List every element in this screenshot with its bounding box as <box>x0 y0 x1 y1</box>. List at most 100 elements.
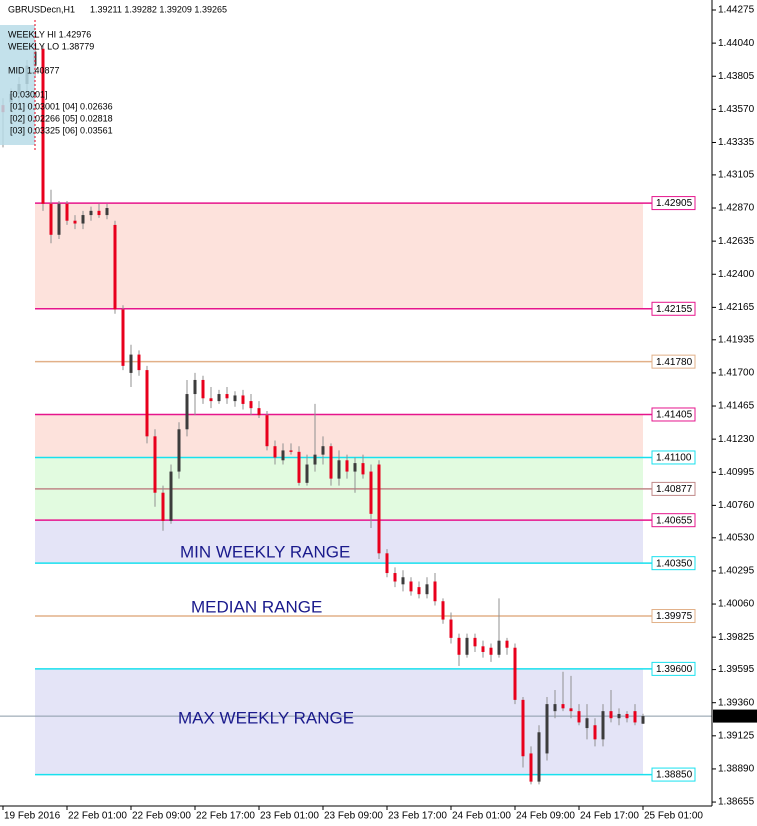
y-tick-label: 1.40995 <box>718 467 755 478</box>
x-tick-label: 24 Feb 09:00 <box>516 811 575 822</box>
candle-body <box>57 203 61 235</box>
candle-body <box>393 573 397 582</box>
candle-body <box>585 718 589 729</box>
level-label: 1.41100 <box>656 453 692 464</box>
candle-body <box>65 203 69 221</box>
y-tick-label: 1.41700 <box>718 368 755 379</box>
current-price-box <box>713 709 757 723</box>
level-box <box>651 407 696 422</box>
candle-body <box>185 394 189 430</box>
candle-body <box>137 354 141 371</box>
candle-body <box>329 446 333 479</box>
candle-body <box>321 446 325 455</box>
y-tick-label: 1.39825 <box>718 632 755 643</box>
candle-body <box>513 647 517 700</box>
candle-body <box>257 408 261 416</box>
candle-body <box>81 215 85 224</box>
candle-body <box>457 637 461 655</box>
info-line: WEEKLY HI 1.42976 <box>8 29 91 39</box>
candle-body <box>49 203 53 235</box>
candle-body <box>481 646 485 652</box>
info-panel <box>0 25 35 145</box>
candle-body <box>561 704 565 709</box>
candle-body <box>641 716 645 724</box>
candle-body <box>225 394 229 399</box>
y-tick-label: 1.38655 <box>718 797 755 808</box>
zone <box>35 668 643 775</box>
candle-body <box>417 587 421 595</box>
y-tick-label: 1.43805 <box>718 71 755 82</box>
candle-body <box>41 48 45 204</box>
candle-body <box>105 208 109 216</box>
candle-body <box>601 711 605 740</box>
level-box <box>651 450 696 465</box>
y-tick-label: 1.43570 <box>718 104 755 115</box>
candle-body <box>553 704 557 712</box>
level-box <box>651 513 696 528</box>
info-line: [0.03001] <box>10 89 48 99</box>
candle-body <box>97 210 101 216</box>
candle-body <box>489 647 493 655</box>
candle-body <box>529 753 533 782</box>
candle-body <box>153 436 157 493</box>
level-box <box>651 196 696 211</box>
candle-body <box>345 460 349 472</box>
y-tick-label: 1.40760 <box>718 500 755 511</box>
candle-body <box>129 354 133 373</box>
info-line: [02] 0.02266 [05] 0.02818 <box>10 113 113 123</box>
y-tick-label: 1.39360 <box>718 697 755 708</box>
level-label: 1.38850 <box>656 770 693 781</box>
candle-body <box>537 732 541 782</box>
candle-body <box>465 637 469 655</box>
current-price-label: 1.39265 <box>718 711 755 722</box>
candle-body <box>233 395 237 402</box>
zone <box>35 414 643 458</box>
level-box <box>651 767 696 782</box>
x-tick-label: 25 Feb 01:00 <box>644 811 703 822</box>
y-tick-label: 1.42165 <box>718 302 755 313</box>
candle-body <box>577 711 581 723</box>
x-tick-label: 19 Feb 2016 <box>4 811 61 822</box>
level-box <box>651 609 696 624</box>
info-line: [03] 0.03325 [06] 0.03561 <box>10 125 113 135</box>
level-label: 1.40877 <box>656 484 693 495</box>
candle-body <box>265 415 269 447</box>
y-tick-label: 1.41465 <box>718 401 755 412</box>
info-line: MID 1.40877 <box>8 65 60 75</box>
y-tick-label: 1.43335 <box>718 137 755 148</box>
candle-body <box>337 460 341 479</box>
candle-body <box>177 429 181 472</box>
level-label: 1.39600 <box>656 664 693 675</box>
level-label: 1.42905 <box>656 198 693 209</box>
x-tick-label: 24 Feb 01:00 <box>452 811 511 822</box>
candle-body <box>441 601 445 620</box>
x-tick-label: 22 Feb 01:00 <box>68 811 127 822</box>
x-tick-label: 22 Feb 09:00 <box>132 811 191 822</box>
y-tick-label: 1.38890 <box>718 764 755 775</box>
level-box <box>651 301 696 316</box>
candle-body <box>145 370 149 437</box>
y-tick-label: 1.40295 <box>718 566 755 577</box>
candle-body <box>377 464 381 554</box>
symbol: GBRUSDecn,H1 <box>8 4 75 14</box>
candle-body <box>121 309 125 366</box>
level-box <box>651 354 696 369</box>
candle-body <box>545 704 549 754</box>
level-box <box>651 481 696 496</box>
y-tick-label: 1.40060 <box>718 599 755 610</box>
candle-body <box>201 379 205 399</box>
candle-body <box>313 454 317 465</box>
x-tick-label: 23 Feb 09:00 <box>324 811 383 822</box>
y-tick-label: 1.39125 <box>718 730 755 741</box>
candle-body <box>385 553 389 574</box>
candle-body <box>241 395 245 404</box>
x-tick-label: 24 Feb 17:00 <box>580 811 639 822</box>
y-tick-label: 1.41935 <box>718 334 755 345</box>
candle-body <box>249 401 253 409</box>
x-tick-label: 23 Feb 17:00 <box>388 811 447 822</box>
candle-body <box>217 394 221 402</box>
level-label: 1.40350 <box>656 558 693 569</box>
zone <box>35 520 643 564</box>
level-label: 1.41780 <box>656 357 693 368</box>
